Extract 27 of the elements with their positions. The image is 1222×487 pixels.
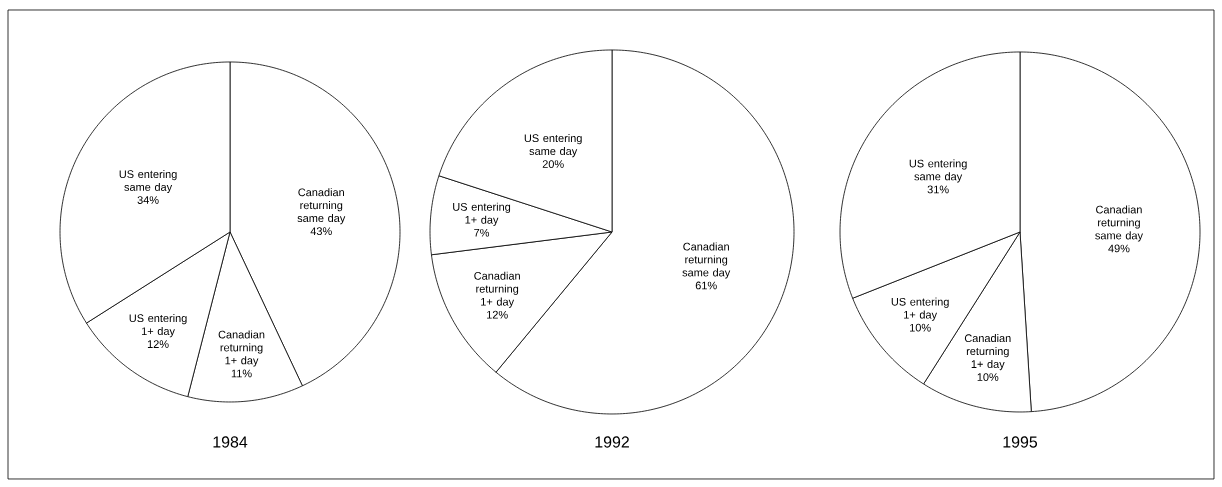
slice-label: US entering same day xyxy=(524,134,582,158)
data-label: 10% xyxy=(910,323,931,332)
data-label: 10% xyxy=(977,373,999,381)
text: 1984 xyxy=(213,436,248,448)
slice-label: Canadian returning same day xyxy=(1095,205,1143,242)
slice-label: US entering same day xyxy=(909,159,967,183)
data-label: 12% xyxy=(487,310,508,319)
slice-label: US entering 1+ day xyxy=(453,202,511,226)
data-label: 7% xyxy=(474,228,490,237)
slice-label: Canadian returning 1+ day xyxy=(964,334,1011,371)
data-label: 11% xyxy=(231,369,252,378)
text: 1992 xyxy=(595,436,629,448)
data-label: 34% xyxy=(137,196,159,204)
slice-label: US entering 1+ day xyxy=(129,314,187,338)
data-label: 43% xyxy=(310,227,332,236)
slice-label: US entering 1+ day xyxy=(891,297,949,321)
slice-label: Canadian returning 1+ day xyxy=(218,330,265,367)
slice-label: US entering same day xyxy=(119,169,177,194)
text: 1995 xyxy=(1003,436,1038,448)
slice-label: Canadian returning same day xyxy=(682,242,731,279)
data-label: 12% xyxy=(147,340,169,348)
data-label: 20% xyxy=(542,160,564,168)
data-label: 61% xyxy=(695,281,717,290)
data-label: 31% xyxy=(927,185,949,194)
data-label: 49% xyxy=(1108,244,1130,253)
slice-label: Canadian returning 1+ day xyxy=(474,271,520,308)
slice-label: Canadian returning same day xyxy=(297,188,346,225)
